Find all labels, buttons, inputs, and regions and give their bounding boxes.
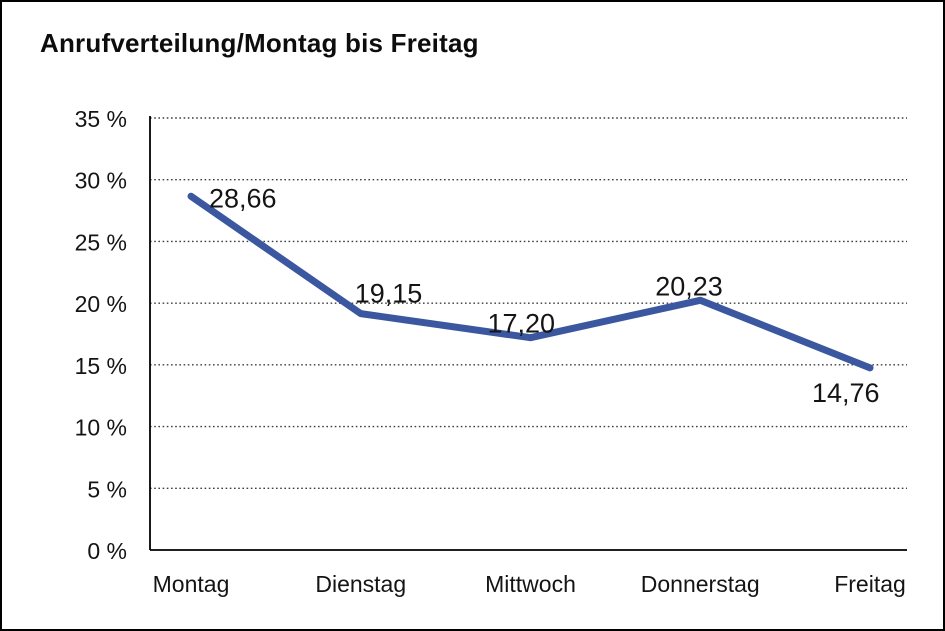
x-category-label: Freitag [834, 571, 906, 597]
y-tick-label: 10 % [75, 415, 127, 441]
axes [149, 116, 907, 551]
y-tick-label: 20 % [75, 291, 127, 317]
gridlines [150, 117, 907, 489]
y-tick-label: 30 % [75, 168, 127, 194]
data-point-labels: 28,66 19,15 17,20 20,23 14,76 [209, 183, 880, 408]
y-tick-label: 25 % [75, 229, 127, 255]
x-category-label: Dienstag [315, 571, 406, 597]
y-tick-label: 35 % [75, 106, 127, 132]
data-point-label: 20,23 [655, 271, 723, 301]
y-tick-label: 5 % [87, 476, 127, 502]
x-category-label: Mittwoch [485, 571, 576, 597]
data-series [187, 192, 874, 372]
y-axis-tick-labels: 0 % 5 % 10 % 15 % 20 % 25 % 30 % 35 % [75, 106, 127, 564]
series-line [187, 192, 874, 372]
x-category-label: Donnerstag [641, 571, 760, 597]
x-category-label: Montag [153, 571, 230, 597]
data-point-label: 17,20 [488, 309, 556, 339]
chart-title: Anrufverteilung/Montag bis Freitag [40, 28, 479, 58]
data-point-label: 14,76 [812, 378, 880, 408]
x-axis-category-labels: Montag Dienstag Mittwoch Donnerstag Freitag [153, 571, 906, 597]
y-tick-label: 15 % [75, 353, 127, 379]
data-point-label: 28,66 [209, 183, 277, 213]
y-tick-label: 0 % [87, 538, 127, 564]
data-point-label: 19,15 [355, 279, 423, 309]
